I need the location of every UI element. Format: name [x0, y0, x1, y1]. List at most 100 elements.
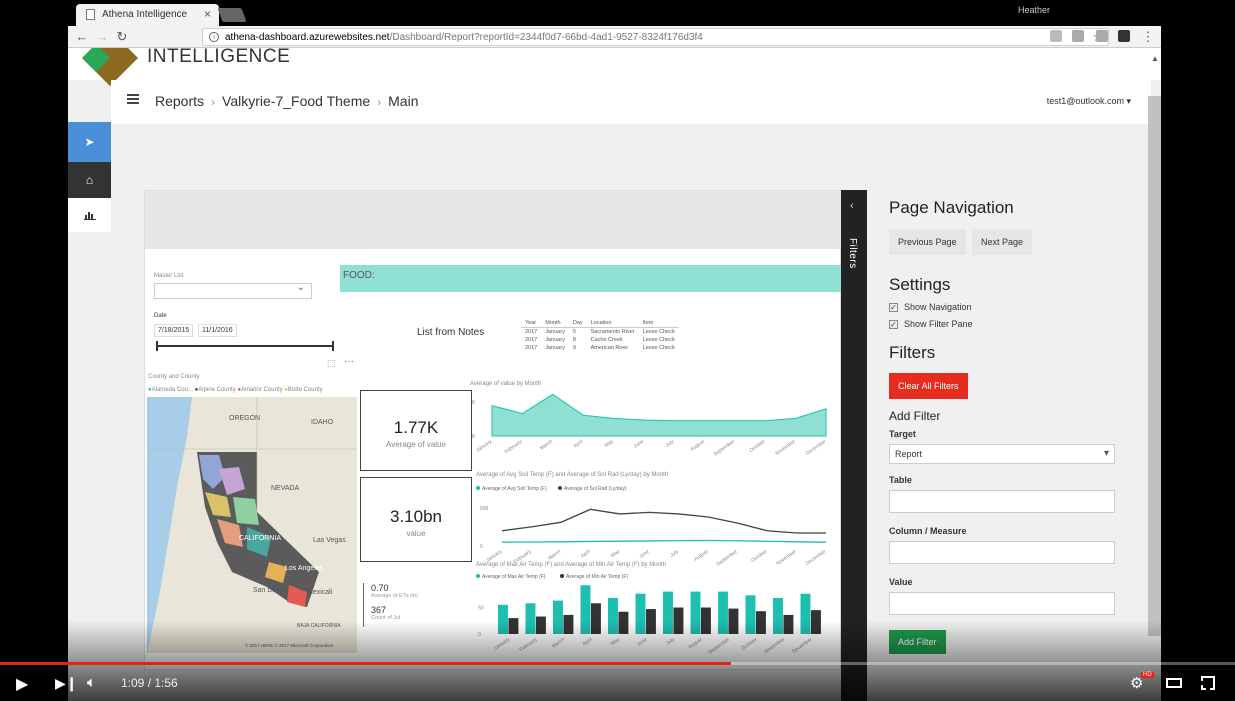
legend-dot-icon: ●	[237, 387, 241, 393]
county-map[interactable]: OREGON IDAHO NEVADA CALIFORNIA Las Vegas…	[147, 397, 357, 653]
chart-title: Average of Max Air Temp (F) and Average …	[476, 562, 666, 568]
legend-label: Average of Min Air Temp (F)	[566, 574, 628, 580]
previous-page-button[interactable]: Previous Page	[889, 229, 966, 255]
new-tab-button[interactable]	[217, 8, 247, 22]
filters-pane-toggle[interactable]: ‹ Filters	[841, 190, 867, 701]
kpi-card-label: value	[406, 529, 426, 538]
settings-gear-icon[interactable]: ⚙	[1130, 675, 1144, 692]
date-range-slider[interactable]	[156, 341, 334, 351]
video-progress-played	[0, 662, 732, 665]
x-tick-label: April	[573, 439, 585, 450]
browser-tab[interactable]: Athena Intelligence ×	[76, 4, 219, 26]
pdf-extension-icon[interactable]	[1096, 30, 1108, 42]
url-text: athena-dashboard.azurewebsites.net/Dashb…	[225, 32, 703, 43]
date-to[interactable]: 11/1/2016	[198, 324, 237, 337]
side-nav-home[interactable]: ⌂	[68, 162, 111, 198]
table-cell: 2017	[525, 345, 538, 351]
clear-all-filters-button[interactable]: Clear All Filters	[889, 373, 968, 399]
forward-icon[interactable]: →	[95, 29, 109, 44]
next-video-icon[interactable]: ▶❙	[55, 675, 78, 691]
map-legend-item: Alameda Cou...	[151, 387, 193, 393]
date-from[interactable]: 7/18/2015	[154, 324, 194, 337]
tab-close-icon[interactable]: ×	[203, 7, 211, 21]
x-tick-label: July	[665, 438, 676, 448]
show-filter-pane-checkbox[interactable]: ✓ Show Filter Pane	[889, 319, 1129, 329]
scroll-up-arrow[interactable]: ▲	[1151, 54, 1159, 63]
header-cell: Item	[638, 319, 679, 328]
notes-table-header: Year Month Day Location Item	[521, 319, 679, 328]
x-tick-label: April	[580, 549, 592, 560]
show-filter-pane-label: Show Filter Pane	[904, 319, 973, 329]
hamburger-menu-icon[interactable]	[127, 94, 139, 104]
x-tick-label: March	[539, 439, 554, 452]
y-tick-label: 500	[480, 506, 489, 512]
gmail-extension-icon[interactable]	[1072, 30, 1084, 42]
bar	[590, 603, 601, 634]
show-navigation-checkbox[interactable]: ✓ Show Navigation	[889, 302, 1129, 312]
bar	[663, 591, 673, 634]
legend-dot-icon: ●	[194, 387, 199, 393]
master-list-dropdown[interactable]	[154, 282, 312, 299]
bar	[498, 604, 508, 634]
breadcrumb-report-name[interactable]: Valkyrie-7_Food Theme	[222, 93, 371, 109]
info-icon[interactable]: i	[209, 32, 219, 42]
target-label: Target	[889, 429, 916, 439]
bar-chart-icon	[83, 212, 96, 220]
kpi-card-value-total: 3.10bn value	[360, 477, 472, 562]
focus-mode-icon[interactable]: ⬚	[327, 358, 336, 368]
column-measure-input[interactable]	[889, 541, 1115, 564]
url-path: /Dashboard/Report?reportId=2344f0d7-66bd…	[389, 32, 703, 43]
browser-tabstrip	[68, 0, 1161, 26]
bar	[553, 600, 563, 634]
bar	[525, 603, 536, 634]
video-progress-bar[interactable]	[0, 662, 1235, 665]
side-nav-send[interactable]: ➤	[68, 122, 111, 162]
checkbox-checked-icon[interactable]: ✓	[889, 319, 898, 329]
map-label: San Diego	[253, 587, 286, 594]
scrollbar-thumb[interactable]	[1148, 96, 1161, 636]
legend-dot-icon: ●	[148, 387, 152, 393]
x-tick-label: October	[748, 439, 766, 454]
table-cell: 2017	[525, 329, 538, 335]
filters-tab-label: Filters	[847, 238, 858, 269]
download-extension-icon[interactable]	[1050, 30, 1062, 42]
table-input[interactable]	[889, 490, 1115, 513]
reload-icon[interactable]: ↻	[116, 29, 128, 44]
y-tick-label: K	[472, 400, 476, 406]
map-label: IDAHO	[311, 419, 334, 426]
date-label: Date	[154, 313, 167, 319]
target-select[interactable]: Report	[889, 444, 1115, 464]
table-cell: Cache Creek	[590, 337, 623, 343]
value-input[interactable]	[889, 592, 1115, 615]
map-label: NEVADA	[271, 485, 300, 492]
more-options-icon[interactable]: ···	[344, 356, 354, 367]
url-bar[interactable]: i athena-dashboard.azurewebsites.net/Das…	[202, 28, 1109, 46]
notes-table: Year Month Day Location Item 2017 Januar…	[521, 319, 679, 352]
powerbi-report: Master List Date 7/18/2015 11/1/2016 ⬚ ·…	[144, 190, 842, 670]
chevron-left-icon[interactable]: ‹	[850, 200, 854, 212]
page-nav-buttons: Previous Page Next Page	[889, 229, 1129, 255]
settings-title: Settings	[889, 275, 951, 294]
chrome-menu-icon[interactable]: ⋮	[1141, 29, 1155, 44]
checkbox-checked-icon[interactable]: ✓	[889, 302, 898, 312]
map-legend-item: Butte County	[287, 387, 323, 393]
breadcrumb-separator: ›	[377, 95, 382, 109]
filters-title: Filters	[889, 343, 936, 362]
user-menu[interactable]: test1@outlook.com ▾	[1046, 96, 1131, 106]
x-tick-label: August	[693, 548, 710, 562]
play-icon[interactable]: ▶	[16, 676, 29, 693]
side-nav-reports[interactable]	[68, 198, 111, 232]
breadcrumb-reports[interactable]: Reports	[155, 93, 205, 109]
kpi-small-label: Average of ETo (in)	[371, 593, 418, 599]
next-page-button[interactable]: Next Page	[972, 229, 1033, 255]
back-icon[interactable]: ←	[75, 29, 89, 44]
layers-extension-icon[interactable]	[1118, 30, 1130, 42]
volume-icon[interactable]: 🔈︎	[87, 674, 97, 691]
bar	[773, 597, 783, 634]
value-label: Value	[889, 577, 913, 587]
table-cell: 9	[572, 345, 576, 351]
theater-mode-icon[interactable]	[1166, 678, 1182, 688]
bar	[608, 597, 618, 634]
table-cell: Levee Check	[642, 345, 675, 351]
